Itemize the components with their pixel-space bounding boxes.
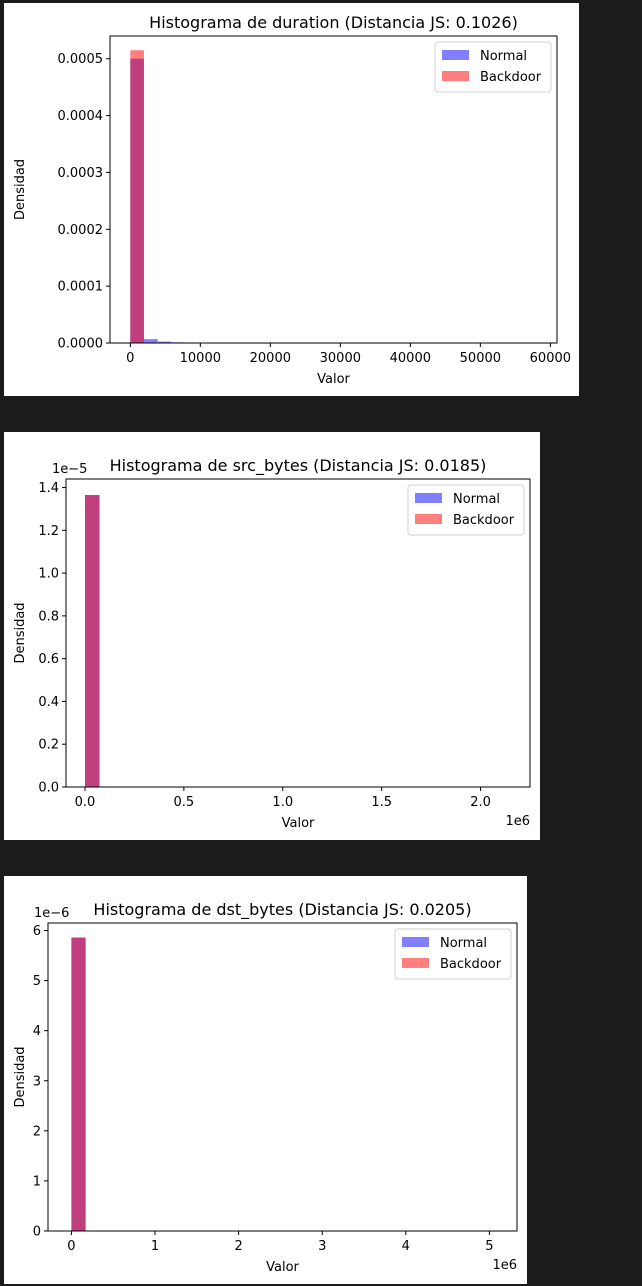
y-axis-label: Densidad [13,602,28,663]
bar-backdoor [84,495,100,787]
legend-swatch-normal [442,50,469,60]
x-tick-label: 0 [67,1239,75,1254]
x-offset-label: 1e6 [492,1258,517,1273]
y-offset-label: 1e−6 [34,906,69,921]
chart-title: Histograma de src_bytes (Distancia JS: 0… [110,456,487,476]
y-tick-label: 0.0000 [58,337,104,352]
x-axis-label: Valor [266,1260,299,1275]
bar-backdoor [130,50,144,344]
legend-swatch-backdoor [415,514,442,524]
x-tick-label: 4 [402,1239,410,1254]
y-tick-label: 0.0005 [58,52,104,67]
y-tick-label: 0.0004 [58,109,104,124]
y-tick-label: 0.4 [38,695,59,710]
bar-normal [157,341,172,343]
y-tick-label: 0.2 [38,738,59,753]
histogram-src-bytes-panel: Histograma de src_bytes (Distancia JS: 0… [4,432,540,840]
bar-backdoor [71,937,86,1231]
y-axis-label: Densidad [13,1046,28,1107]
y-tick-label: 1.0 [38,567,59,582]
legend-label-backdoor: Backdoor [480,70,542,85]
plot-frame [109,35,558,344]
y-tick-label: 2 [33,1124,41,1139]
legend-label-backdoor: Backdoor [440,957,502,972]
x-tick-label: 1.5 [371,795,392,810]
x-tick-label: 5 [485,1239,493,1254]
x-tick-label: 1 [151,1239,159,1254]
y-tick-label: 6 [33,924,41,939]
legend-label-normal: Normal [480,49,527,64]
chart-title: Histograma de dst_bytes (Distancia JS: 0… [93,900,471,920]
y-tick-label: 1 [33,1174,41,1189]
legend-swatch-normal [415,493,442,503]
y-tick-label: 5 [33,974,41,989]
y-offset-label: 1e−5 [52,462,87,477]
x-tick-label: 30000 [320,351,361,366]
legend-label-normal: Normal [453,492,500,507]
legend-label-normal: Normal [440,936,487,951]
y-tick-label: 1.2 [38,524,59,539]
y-tick-label: 0.6 [38,652,59,667]
y-tick-label: 0.8 [38,609,59,624]
x-tick-label: 0.0 [75,795,96,810]
y-tick-label: 4 [33,1024,41,1039]
y-tick-label: 3 [33,1074,41,1089]
x-tick-label: 3 [318,1239,326,1254]
y-tick-label: 0.0003 [58,166,104,181]
y-tick-label: 0.0002 [58,223,104,238]
x-axis-label: Valor [317,372,350,387]
histogram-dst-bytes-panel: Histograma de dst_bytes (Distancia JS: 0… [4,876,527,1284]
y-axis-label: Densidad [13,159,28,220]
x-tick-label: 0 [126,351,134,366]
y-tick-label: 0 [33,1225,41,1240]
legend-label-backdoor: Backdoor [453,513,515,528]
x-tick-label: 2.0 [470,795,491,810]
plot-frame [65,478,531,788]
legend-swatch-backdoor [442,71,469,81]
histogram-duration-panel: Histograma de duration (Distancia JS: 0.… [4,3,579,396]
y-tick-label: 0.0 [38,781,59,796]
x-tick-label: 40000 [390,351,431,366]
legend-swatch-backdoor [402,958,429,968]
histogram-duration-chart: Histograma de duration (Distancia JS: 0.… [13,13,571,387]
x-tick-label: 10000 [180,351,221,366]
legend-swatch-normal [402,937,429,947]
x-offset-label: 1e6 [505,814,530,829]
x-tick-label: 20000 [250,351,291,366]
histogram-dst-bytes-chart: Histograma de dst_bytes (Distancia JS: 0… [13,900,518,1275]
x-tick-label: 50000 [460,351,501,366]
x-tick-label: 2 [234,1239,242,1254]
x-tick-label: 1.0 [272,795,293,810]
y-tick-label: 0.0001 [58,280,104,295]
x-tick-label: 0.5 [174,795,195,810]
bar-normal [143,339,158,343]
plot-frame [47,922,518,1232]
x-tick-label: 60000 [530,351,571,366]
chart-title: Histograma de duration (Distancia JS: 0.… [149,13,518,32]
y-tick-label: 1.4 [38,481,59,496]
x-axis-label: Valor [282,816,315,831]
histogram-src-bytes-chart: Histograma de src_bytes (Distancia JS: 0… [13,456,531,831]
